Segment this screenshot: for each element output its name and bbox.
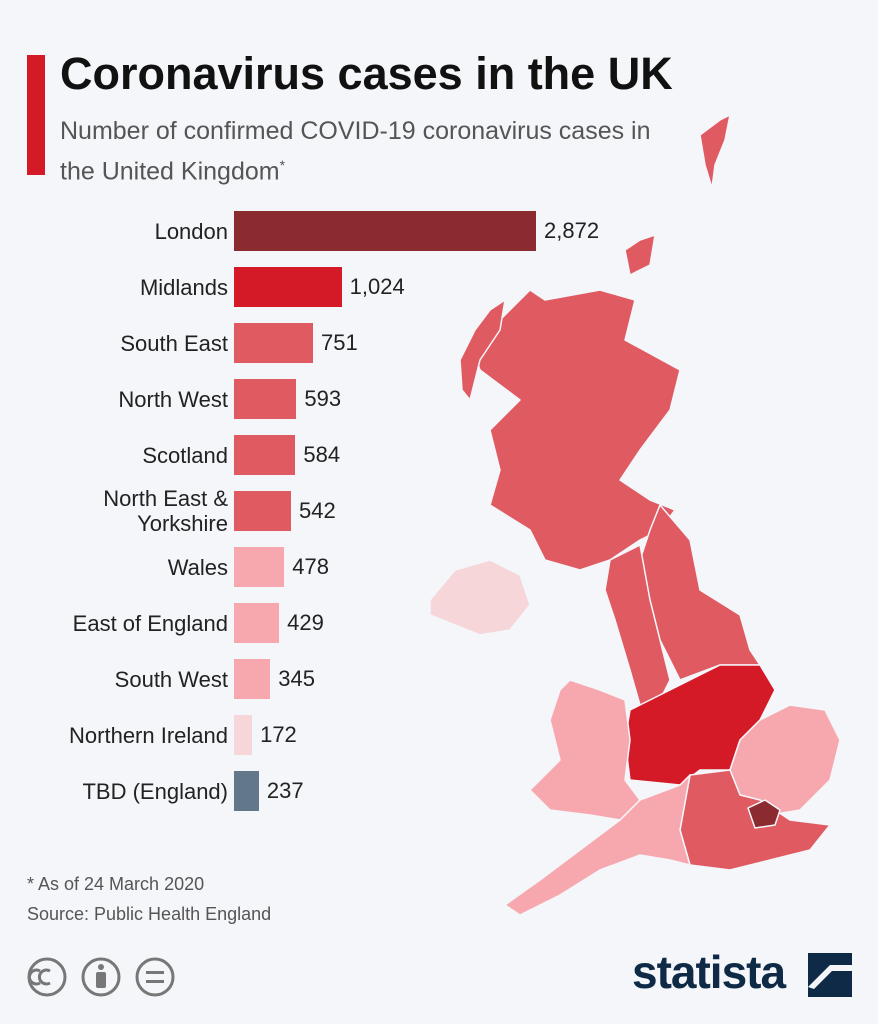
category-label: Wales [167, 554, 228, 580]
value-label: 2,872 [544, 218, 600, 243]
brand[interactable]: statista [632, 946, 786, 998]
map-london [747, 799, 781, 829]
category-label: London [154, 218, 228, 244]
bar [234, 435, 296, 475]
map-scotland-isles [624, 234, 656, 276]
value-label: 237 [266, 778, 304, 803]
bar [234, 267, 342, 307]
brand-logo[interactable] [808, 953, 852, 997]
category-label: North East & Yorkshire [103, 486, 228, 536]
bar [234, 659, 271, 699]
source: Source: Public Health England [27, 904, 272, 924]
chart-title: Coronavirus cases in the UK [60, 48, 673, 99]
bar [234, 547, 285, 587]
category-label: North West [118, 386, 228, 412]
subtitle-note: * [279, 157, 286, 173]
category-label: Scotland [142, 442, 228, 468]
map-south-west [504, 774, 691, 916]
value-label: 751 [320, 330, 358, 355]
map-scotland-isles [459, 299, 506, 401]
value-label: 593 [304, 386, 342, 411]
category-label: Northern Ireland [69, 722, 228, 748]
subtitle-text: Number of confirmed COVID-19 coronavirus… [60, 117, 651, 186]
bar [234, 771, 259, 811]
bar [234, 323, 313, 363]
category-label: Midlands [139, 274, 228, 300]
bar [234, 491, 291, 531]
value-label: 478 [292, 554, 329, 579]
bar [234, 603, 280, 643]
accent-bar [27, 55, 45, 175]
map-northern-ireland [429, 559, 531, 636]
footnote: * As of 24 March 2020 [27, 874, 205, 894]
category-label: East of England [72, 610, 228, 636]
value-label: 542 [298, 498, 336, 523]
category-label: South West [114, 666, 228, 692]
bar [234, 211, 536, 251]
map-scotland-isles [699, 114, 731, 189]
license-icons[interactable] [26, 956, 176, 1000]
value-label: 429 [287, 610, 324, 635]
value-label: 584 [303, 442, 341, 467]
category-label: South East [120, 330, 228, 356]
category-label: TBD (England) [82, 778, 228, 804]
value-label: 172 [260, 722, 297, 747]
chart-subtitle: Number of confirmed COVID-19 coronavirus… [60, 114, 660, 188]
value-label: 345 [278, 666, 315, 691]
map-scotland [469, 289, 681, 571]
bar [234, 379, 297, 419]
map-wales [529, 679, 641, 821]
value-label: 1,024 [349, 274, 405, 299]
bar [234, 715, 253, 755]
